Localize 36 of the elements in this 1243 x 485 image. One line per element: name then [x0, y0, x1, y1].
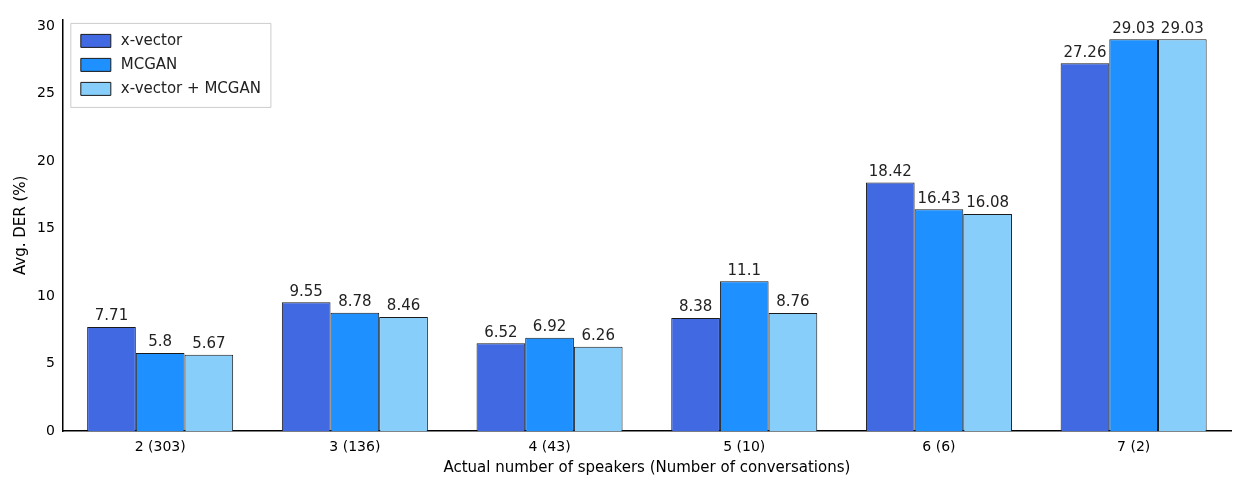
- x-tick-label: 7 (2): [1117, 438, 1151, 455]
- y-axis-title: Avg. DER (%): [10, 175, 29, 276]
- data-label: 16.08: [966, 193, 1010, 212]
- data-label: 27.26: [1063, 42, 1107, 61]
- data-label: 8.38: [678, 297, 713, 316]
- data-label: 6.52: [484, 322, 518, 341]
- data-label: 8.76: [776, 292, 810, 311]
- data-label: 5.8: [148, 332, 173, 351]
- data-label: 6.92: [532, 317, 567, 336]
- x-tick-label: 4 (43): [528, 438, 571, 455]
- y-tick-label: 5: [45, 354, 55, 371]
- x-tick-label: 2 (303): [134, 438, 186, 455]
- data-label: 29.03: [1160, 18, 1204, 37]
- y-tick-label: 15: [36, 219, 55, 236]
- y-tick-label: 25: [36, 84, 55, 101]
- data-label: 18.42: [868, 161, 912, 180]
- x-axis-title: Actual number of speakers (Number of conversations): [443, 457, 851, 476]
- data-label: 11.1: [727, 260, 761, 279]
- x-tick-label: 5 (10): [723, 438, 766, 455]
- data-label: 6.26: [581, 326, 615, 345]
- y-tick-label: 20: [36, 151, 55, 168]
- y-tick-label: 30: [36, 16, 55, 33]
- legend-label: x-vector + MCGAN: [120, 79, 261, 98]
- y-tick-label: 0: [45, 421, 55, 438]
- data-label: 29.03: [1112, 18, 1156, 37]
- y-tick-label: 10: [36, 286, 55, 303]
- x-tick-label: 6 (6): [922, 438, 956, 455]
- data-label: 8.46: [386, 296, 421, 315]
- x-tick-label: 3 (136): [329, 438, 381, 455]
- legend-label: MCGAN: [120, 55, 178, 74]
- data-label: 9.55: [289, 281, 323, 300]
- data-label: 5.67: [192, 334, 226, 353]
- data-label: 8.78: [338, 292, 372, 311]
- legend-label: x-vector: [120, 31, 184, 50]
- data-label: 16.43: [917, 188, 961, 207]
- data-label: 7.71: [94, 306, 129, 325]
